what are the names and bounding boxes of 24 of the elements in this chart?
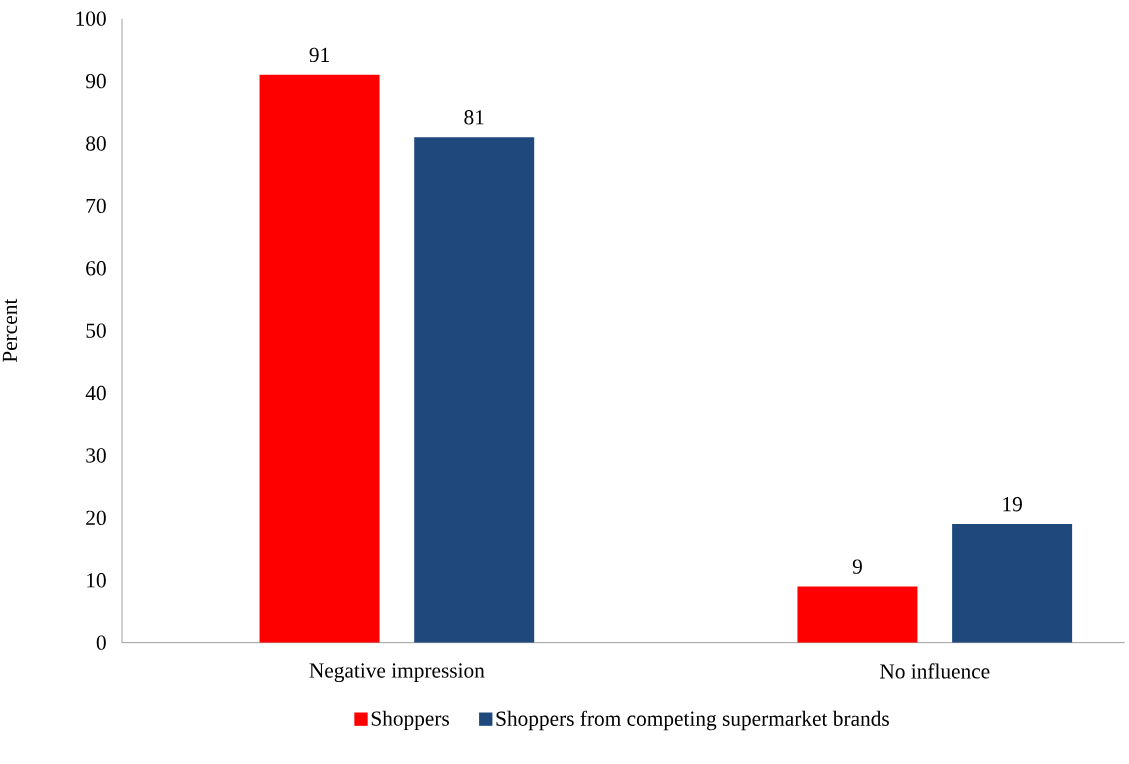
bar [414,137,535,643]
y-tick-label: 60 [86,261,106,276]
x-tick-label: Negative impression [309,663,485,683]
y-tick-label: 10 [87,573,106,588]
y-tick-label: 50 [86,323,106,338]
y-tick-label: 100 [76,11,106,26]
y-tick-label: 30 [86,448,106,463]
y-tick-label: 90 [85,73,106,89]
x-tick-label: No influence [880,663,990,679]
bar [797,586,918,643]
y-tick-label: 70 [86,198,106,214]
y-tick-label: 80 [86,136,106,151]
y-axis-title: Percent [2,298,18,363]
legend-label: Shoppers [371,710,449,731]
legend-label: Shoppers from competing supermarket brands [496,710,889,731]
data-label: 91 [309,47,329,63]
data-label: 81 [464,110,484,125]
bar [952,524,1073,643]
data-label: 19 [1003,497,1022,512]
bar [259,74,380,643]
y-tick-label: 40 [85,385,106,401]
y-tick-label: 0 [96,635,106,650]
data-label: 9 [852,559,862,574]
y-tick-label: 20 [86,510,106,526]
